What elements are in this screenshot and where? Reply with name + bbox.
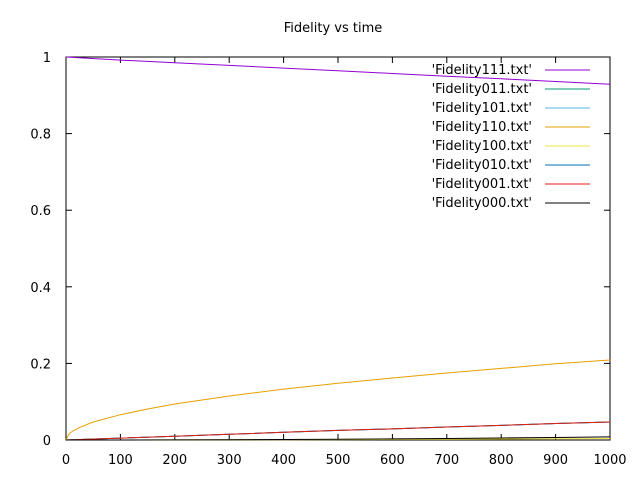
y-tick-label: 0.2 xyxy=(30,357,51,372)
y-tick-label: 0.4 xyxy=(30,281,51,296)
y-tick-label: 0.8 xyxy=(30,128,51,143)
legend-label: 'Fidelity110.txt' xyxy=(432,120,532,135)
y-tick-label: 0 xyxy=(43,434,51,449)
x-tick-label: 900 xyxy=(543,453,568,468)
legend-label: 'Fidelity100.txt' xyxy=(432,139,532,154)
y-tick-label: 0.6 xyxy=(30,204,51,219)
x-tick-label: 600 xyxy=(380,453,405,468)
legend-label: 'Fidelity101.txt' xyxy=(432,101,532,116)
x-tick-label: 400 xyxy=(271,453,296,468)
x-tick-label: 200 xyxy=(162,453,187,468)
legend-label: 'Fidelity000.txt' xyxy=(432,196,532,211)
series-line-3 xyxy=(66,360,610,440)
legend-label: 'Fidelity111.txt' xyxy=(432,63,532,78)
legend-label: 'Fidelity011.txt' xyxy=(432,82,532,97)
x-tick-label: 300 xyxy=(217,453,242,468)
x-tick-label: 700 xyxy=(434,453,459,468)
chart-title: Fidelity vs time xyxy=(284,21,383,36)
x-axis: 0 100 200 300 400 500 600 700 800 900 1000 xyxy=(62,57,627,468)
y-tick-label: 1 xyxy=(43,51,51,66)
x-tick-label: 0 xyxy=(62,453,70,468)
legend-label: 'Fidelity010.txt' xyxy=(432,158,532,173)
x-tick-label: 500 xyxy=(326,453,351,468)
x-tick-label: 100 xyxy=(108,453,133,468)
x-tick-label: 800 xyxy=(489,453,514,468)
x-tick-label: 1000 xyxy=(593,453,626,468)
legend: 'Fidelity111.txt' 'Fidelity011.txt' 'Fidel… xyxy=(432,63,590,211)
legend-label: 'Fidelity001.txt' xyxy=(432,177,532,192)
